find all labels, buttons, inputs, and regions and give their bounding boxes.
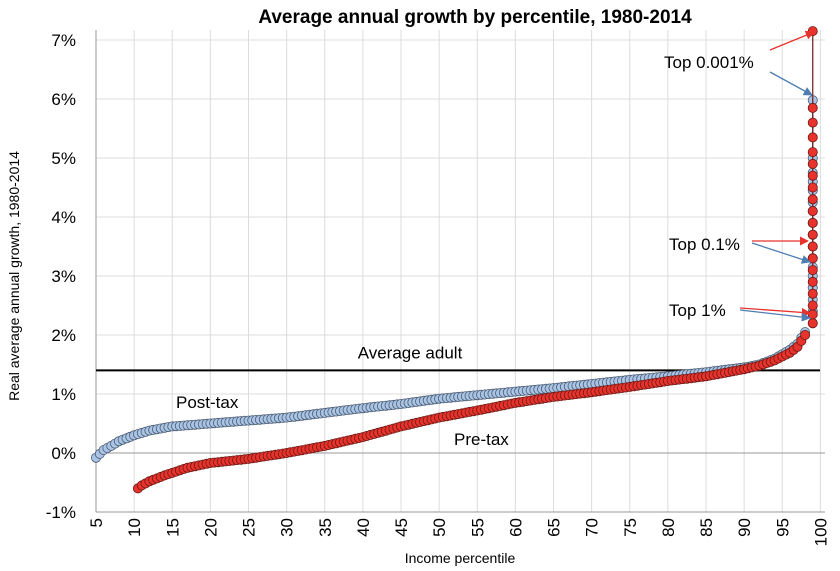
pre-tax-top-point: [807, 276, 818, 287]
x-tick-label: 85: [697, 518, 716, 537]
y-tick-label: 3%: [51, 267, 76, 286]
x-tick-label: 90: [735, 518, 754, 537]
pre-tax-top-point: [807, 318, 818, 329]
pre-tax-point: [800, 329, 811, 340]
pre-tax-top-point: [807, 132, 818, 143]
pre-tax-series: [132, 26, 818, 494]
pre-tax-top-point: [807, 182, 818, 193]
x-tick-label: 55: [468, 518, 487, 537]
x-tick-label: 35: [316, 518, 335, 537]
chart-title: Average annual growth by percentile, 198…: [258, 7, 692, 28]
top-01-posttax-arrow: [751, 242, 811, 264]
x-tick-label: 95: [773, 518, 792, 537]
y-tick-label: 7%: [51, 31, 76, 50]
y-tick-label: 2%: [51, 326, 76, 345]
data-marks: [91, 26, 818, 494]
x-tick-label: 40: [354, 518, 373, 537]
x-tick-label: 15: [163, 518, 182, 537]
x-tick-label: 5: [87, 518, 106, 527]
post-tax-label: Post-tax: [176, 393, 239, 412]
top-0001-pretax-arrow: [769, 30, 815, 51]
axes: -1% 0% 1% 2% 3% 4% 5% 6% 7% 5 10 15 20 25 30 35 40 45 50 55…: [46, 30, 830, 546]
pre-tax-top-point: [807, 102, 818, 113]
pre-tax-top-point: [807, 288, 818, 299]
x-tick-label: 25: [240, 518, 259, 537]
top-0001-posttax-arrow: [769, 71, 813, 96]
x-tick-label: 100: [811, 518, 830, 546]
post-tax-series: [91, 95, 818, 463]
top-1-pretax-arrow: [739, 307, 811, 317]
pre-tax-top-point: [807, 117, 818, 128]
average-adult-label: Average adult: [358, 343, 463, 362]
x-tick-label: 60: [506, 518, 525, 537]
y-tick-label: 1%: [51, 385, 76, 404]
x-axis-label: Income percentile: [405, 550, 516, 566]
top-1-posttax-arrow: [739, 309, 811, 322]
y-tick-label: 6%: [51, 90, 76, 109]
x-tick-label: 50: [430, 518, 449, 537]
y-tick-label: 0%: [51, 444, 76, 463]
pre-tax-top-point: [807, 147, 818, 158]
annotations: Post-tax Pre-tax Top 0.001% Top 0.1% Top 1%: [176, 30, 815, 449]
pre-tax-top-point: [807, 194, 818, 205]
y-tick-label: 5%: [51, 149, 76, 168]
x-tick-label: 10: [125, 518, 144, 537]
y-tick-label: 4%: [51, 208, 76, 227]
pre-tax-top-point: [807, 241, 818, 252]
pre-tax-top-point: [807, 217, 818, 228]
pre-tax-top-point: [807, 158, 818, 169]
x-tick-label: 80: [659, 518, 678, 537]
pre-tax-top-point: [807, 265, 818, 276]
x-tick-label: 30: [278, 518, 297, 537]
x-tick-label: 65: [545, 518, 564, 537]
pre-tax-top-point: [807, 206, 818, 217]
x-tick-label: 70: [583, 518, 602, 537]
top-01-label: Top 0.1%: [669, 235, 740, 254]
x-tick-label: 75: [621, 518, 640, 537]
pre-tax-top-point: [807, 170, 818, 181]
pre-tax-label: Pre-tax: [454, 430, 509, 449]
x-tick-label: 20: [201, 518, 220, 537]
grid: [95, 30, 825, 513]
top-1-label: Top 1%: [669, 301, 726, 320]
reference-line: Average adult: [96, 343, 820, 372]
pre-tax-top-point: [807, 300, 818, 311]
y-tick-label: -1%: [46, 503, 76, 522]
top-0001-label: Top 0.001%: [664, 53, 754, 72]
x-tick-label: 45: [392, 518, 411, 537]
pre-tax-top-point: [807, 229, 818, 240]
y-axis-label: Real average annual growth, 1980-2014: [6, 151, 22, 401]
